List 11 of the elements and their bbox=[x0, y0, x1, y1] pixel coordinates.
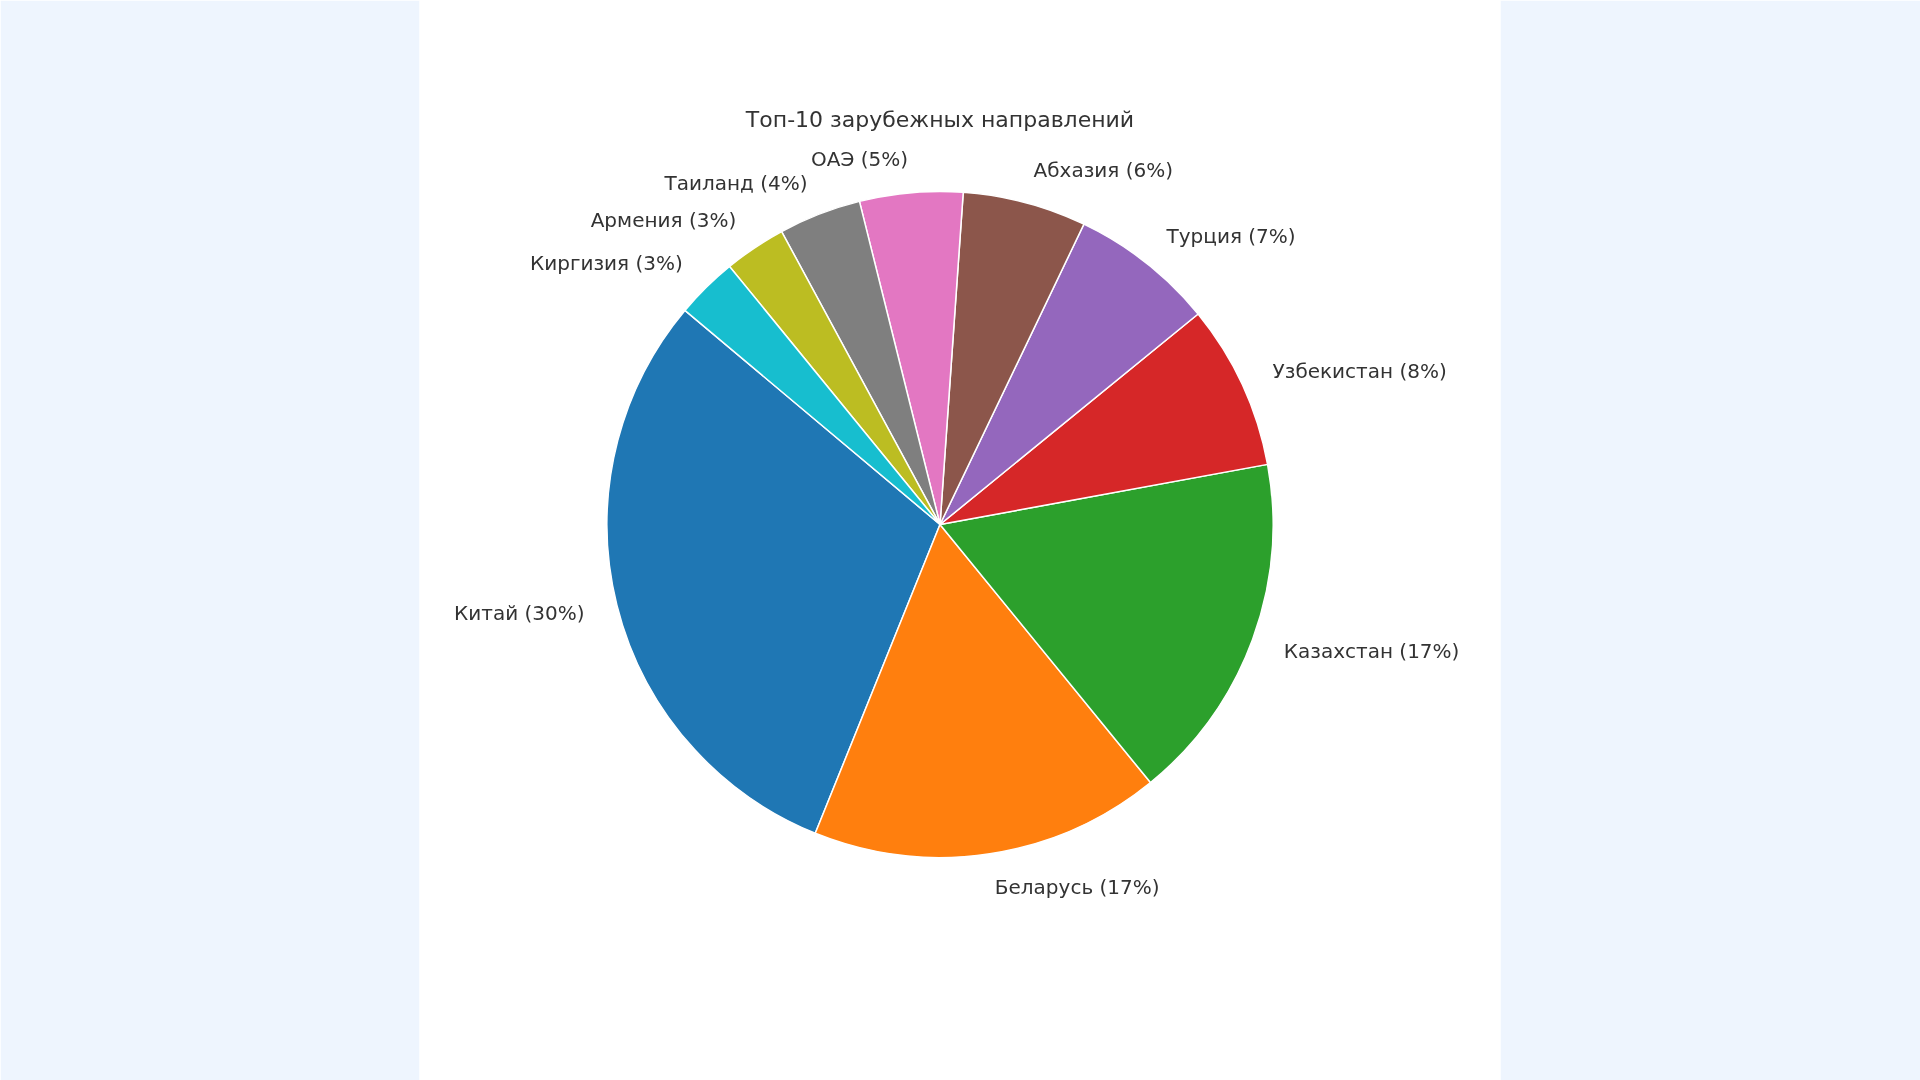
slice-label: Турция (7%) bbox=[1165, 224, 1296, 249]
slice-label: Армения (3%) bbox=[590, 207, 737, 232]
slice-label: Киргизия (3%) bbox=[530, 251, 683, 276]
chart-title: Топ-10 зарубежных направлений bbox=[744, 107, 1135, 132]
slice-label: Таиланд (4%) bbox=[663, 170, 808, 195]
slice-label: Абхазия (6%) bbox=[1033, 158, 1174, 182]
slice-label: Беларусь (17%) bbox=[994, 875, 1160, 900]
slice-label: Узбекистан (8%) bbox=[1272, 358, 1447, 383]
slice-label: Казахстан (17%) bbox=[1283, 639, 1460, 664]
slice-label: Китай (30%) bbox=[454, 601, 585, 626]
slice-label: ОАЭ (5%) bbox=[811, 147, 909, 172]
